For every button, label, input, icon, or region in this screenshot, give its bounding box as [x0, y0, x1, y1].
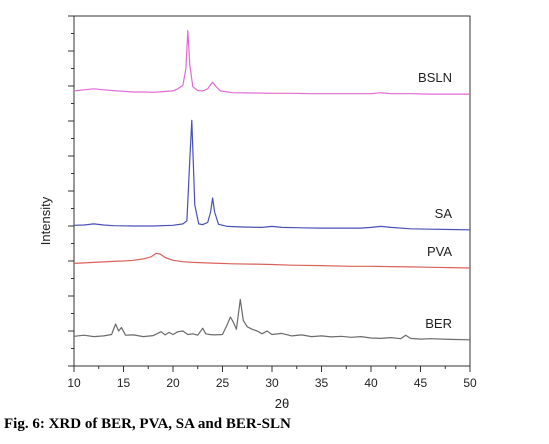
x-tick-label: 10	[67, 376, 81, 390]
series-label-sa: SA	[435, 206, 453, 221]
figure-caption: Fig. 6: XRD of BER, PVA, SA and BER-SLN	[4, 416, 291, 432]
series-line-ber	[73, 298, 471, 341]
x-axis-label: 2θ	[275, 396, 289, 411]
x-tick-label: 25	[216, 376, 230, 390]
series-layer	[73, 30, 471, 341]
labels-layer: 10 15 20 25 30 35 40 45 50 BSLN SA PVA BER 2θ Intensit…	[38, 70, 477, 411]
series-label-ber: BER	[425, 316, 452, 331]
plot-frame	[73, 15, 471, 367]
x-tick-label: 20	[166, 376, 180, 390]
series-line-sa	[73, 119, 471, 231]
x-tick-label: 15	[117, 376, 131, 390]
x-tick-label: 50	[463, 376, 477, 390]
series-line-pva	[73, 252, 471, 269]
series-label-pva: PVA	[427, 244, 452, 259]
x-tick-label: 30	[265, 376, 279, 390]
y-axis-label: Intensity	[38, 196, 53, 245]
x-tick-label: 45	[414, 376, 428, 390]
x-tick-label: 40	[364, 376, 378, 390]
x-tick-label: 35	[315, 376, 329, 390]
series-label-bsln: BSLN	[418, 70, 452, 85]
chart-axes	[68, 15, 471, 372]
series-line-bsln	[73, 30, 470, 95]
